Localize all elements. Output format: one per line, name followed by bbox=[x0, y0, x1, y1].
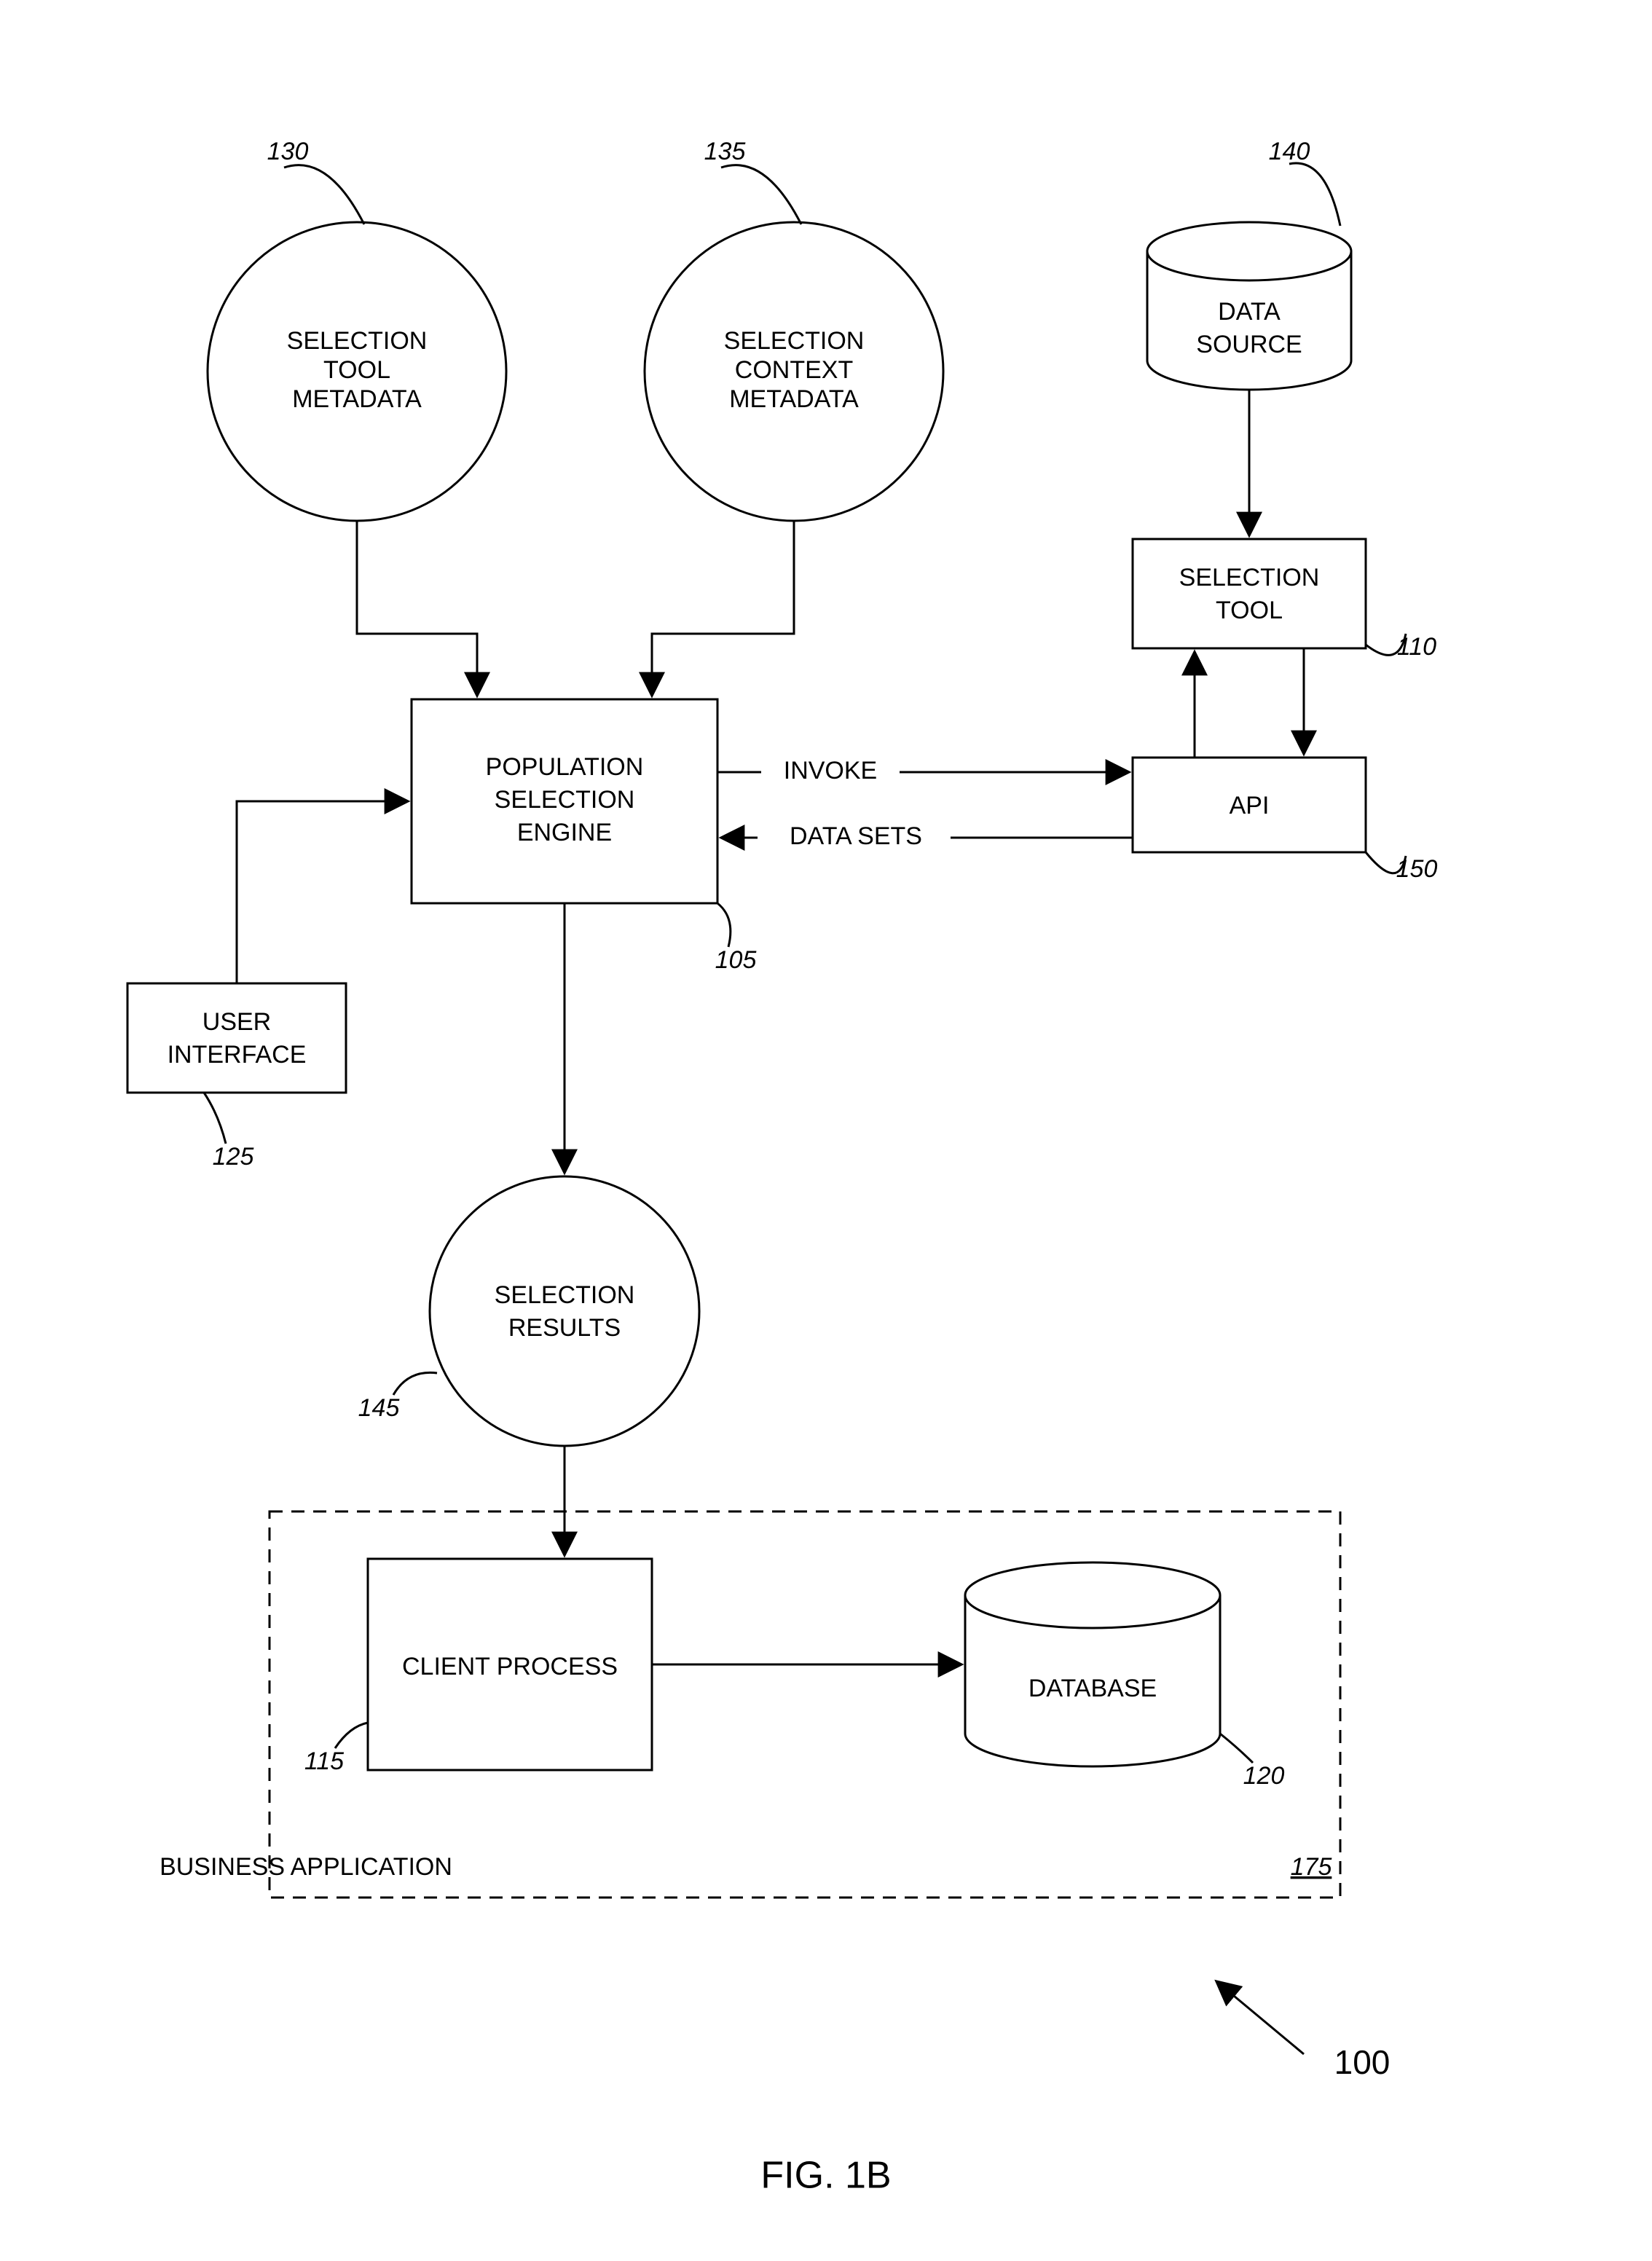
edge-label-datasets: DATA SETS bbox=[790, 822, 922, 850]
label: SELECTION bbox=[1179, 564, 1320, 591]
node-selection-tool-metadata: SELECTION TOOL METADATA 130 bbox=[208, 138, 506, 521]
label: SELECTION bbox=[495, 1281, 635, 1309]
edge-tool-metadata-to-engine bbox=[357, 521, 477, 696]
ref-num: 130 bbox=[267, 138, 309, 165]
ref-num: 120 bbox=[1243, 1762, 1285, 1790]
node-selection-tool: SELECTION TOOL 110 bbox=[1133, 539, 1436, 661]
node-population-selection-engine: POPULATION SELECTION ENGINE 105 bbox=[412, 699, 756, 974]
ref-num: 145 bbox=[358, 1394, 400, 1422]
overall-ref: 100 bbox=[1216, 1981, 1390, 2081]
label: BUSINESS APPLICATION bbox=[160, 1853, 452, 1881]
label: CONTEXT bbox=[735, 356, 853, 384]
label: METADATA bbox=[292, 385, 422, 413]
label: SELECTION bbox=[287, 327, 428, 355]
edge-context-metadata-to-engine bbox=[652, 521, 794, 696]
node-client-process: CLIENT PROCESS 115 bbox=[304, 1559, 652, 1775]
label: RESULTS bbox=[508, 1314, 621, 1342]
label: ENGINE bbox=[517, 819, 612, 846]
ref-num: 110 bbox=[1397, 633, 1436, 661]
label: CLIENT PROCESS bbox=[402, 1653, 618, 1680]
label: USER bbox=[202, 1008, 271, 1036]
node-api: API 150 bbox=[1133, 758, 1437, 883]
ref-num: 150 bbox=[1396, 855, 1438, 883]
ref-num: 115 bbox=[304, 1747, 344, 1775]
label: SOURCE bbox=[1196, 331, 1302, 358]
node-selection-context-metadata: SELECTION CONTEXT METADATA 135 bbox=[645, 138, 943, 521]
ref-num: 100 bbox=[1334, 2043, 1391, 2081]
node-selection-results: SELECTION RESULTS 145 bbox=[358, 1176, 699, 1446]
label: METADATA bbox=[729, 385, 859, 413]
node-user-interface: USER INTERFACE 125 bbox=[127, 983, 346, 1171]
label: TOOL bbox=[1216, 597, 1283, 624]
label: SELECTION bbox=[495, 786, 635, 814]
edge-ui-to-engine bbox=[237, 801, 408, 983]
edge-label-invoke: INVOKE bbox=[784, 757, 877, 785]
diagram-fig-1b: SELECTION TOOL METADATA 130 SELECTION CO… bbox=[0, 0, 1652, 2261]
label: POPULATION bbox=[486, 753, 644, 781]
ref-num: 125 bbox=[213, 1143, 254, 1171]
label: DATA bbox=[1218, 298, 1281, 326]
ref-num: 135 bbox=[704, 138, 746, 165]
ref-num: 140 bbox=[1269, 138, 1310, 165]
figure-caption: FIG. 1B bbox=[760, 2155, 891, 2197]
node-data-source: DATA SOURCE 140 bbox=[1147, 138, 1351, 390]
ref-num: 175 bbox=[1291, 1853, 1332, 1881]
label: SELECTION bbox=[724, 327, 865, 355]
label: DATABASE bbox=[1028, 1675, 1157, 1702]
label: INTERFACE bbox=[168, 1041, 307, 1069]
label: TOOL bbox=[323, 356, 390, 384]
label: API bbox=[1230, 792, 1270, 819]
ref-num: 105 bbox=[715, 946, 757, 974]
node-database: DATABASE 120 bbox=[965, 1562, 1284, 1790]
